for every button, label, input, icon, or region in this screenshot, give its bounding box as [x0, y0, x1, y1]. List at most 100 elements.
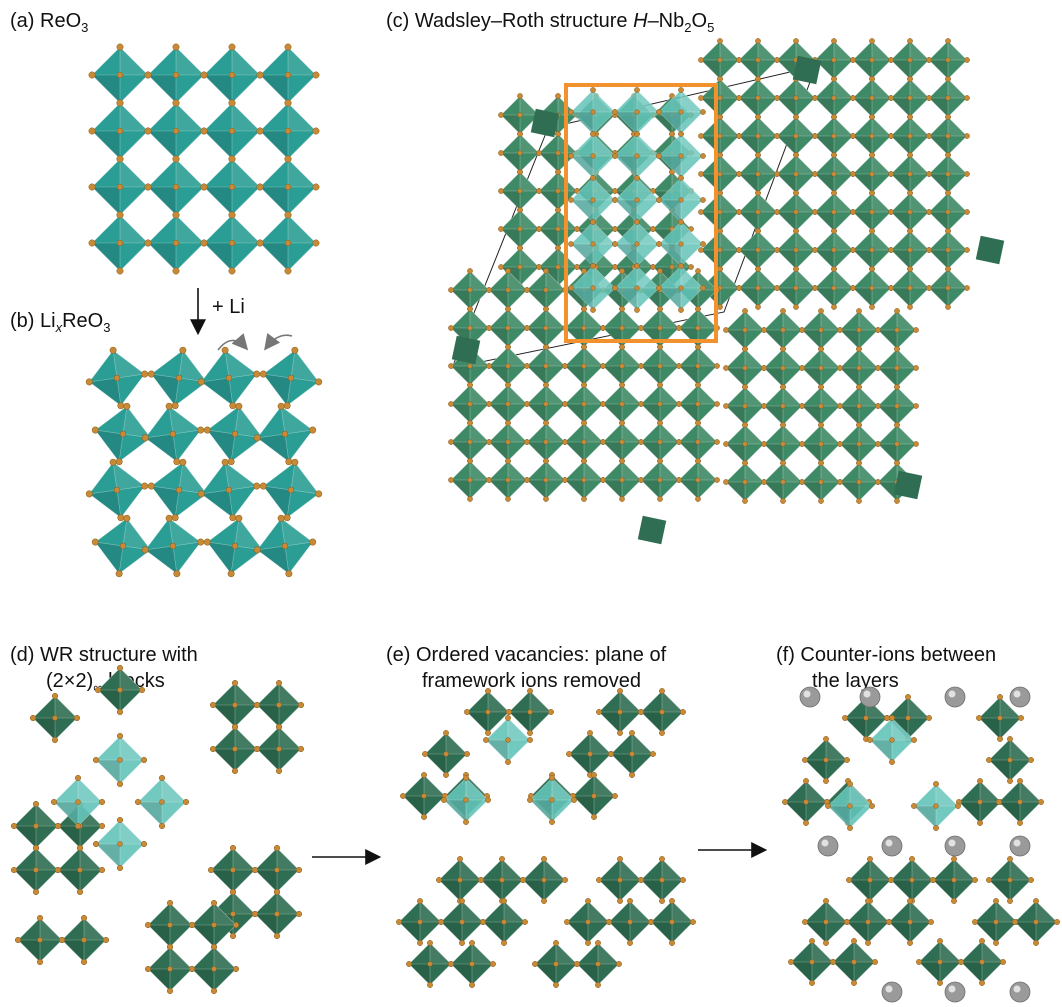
oxygen-atom [165, 514, 173, 522]
octahedron [144, 211, 208, 275]
oxygen-atom [907, 209, 913, 215]
octahedron [830, 938, 878, 986]
oxygen-atom [117, 687, 123, 693]
oxygen-atom [590, 153, 596, 159]
octahedron [570, 772, 618, 820]
oxygen-atom [617, 877, 623, 883]
oxygen-atom [780, 365, 786, 371]
octahedron [676, 344, 720, 388]
octahedron [524, 268, 568, 312]
oxygen-atom [256, 183, 264, 191]
oxygen-atom [1028, 877, 1034, 883]
oxygen-atom [210, 943, 218, 951]
oxygen-atom [140, 756, 148, 764]
oxygen-atom [889, 737, 895, 743]
oxygen-atom [498, 112, 504, 118]
oxygen-atom [736, 133, 742, 139]
oxygen-atom [94, 686, 102, 694]
octahedron [498, 93, 542, 137]
oxygen-atom [568, 109, 574, 115]
oxygen-atom [549, 819, 555, 825]
oxygen-atom [276, 746, 282, 752]
oxygen-atom [532, 961, 538, 967]
oxygen-atom [555, 169, 561, 175]
octahedron [788, 938, 836, 986]
oxygen-atom [228, 43, 236, 51]
oxygen-atom [467, 382, 473, 388]
oxygen-atom [549, 775, 555, 781]
oxygen-atom [590, 131, 596, 137]
oxygen-atom [116, 664, 124, 672]
octahedron [656, 219, 706, 269]
oxygen-atom [869, 133, 875, 139]
oxygen-atom [669, 264, 675, 270]
octahedron [736, 38, 780, 82]
oxygen-atom [951, 898, 957, 904]
oxygen-atom [926, 95, 932, 101]
oxygen-atom [501, 919, 507, 925]
octahedron [802, 898, 850, 946]
oxygen-atom [634, 307, 640, 313]
oxygen-atom [742, 308, 748, 314]
oxygen-atom [574, 961, 580, 967]
octahedron [656, 131, 706, 181]
octahedron [736, 190, 780, 234]
oxygen-atom [524, 439, 530, 445]
octahedron [438, 898, 486, 946]
oxygen-atom [818, 365, 824, 371]
oxygen-atom [865, 940, 871, 946]
oxygen-atom [228, 99, 236, 107]
oxygen-atom [742, 441, 748, 447]
octahedron [888, 76, 932, 120]
oxygen-atom [837, 441, 843, 447]
oxygen-atom [698, 57, 704, 63]
oxygen-atom [831, 266, 837, 272]
oxygen-atom [913, 327, 919, 333]
oxygen-atom [591, 772, 597, 778]
octahedron [91, 514, 155, 578]
octahedron [532, 940, 580, 988]
oxygen-atom [818, 346, 824, 352]
oxygen-atom [505, 287, 511, 293]
oxygen-atom [591, 793, 597, 799]
oxygen-atom [581, 306, 587, 312]
octahedron [562, 382, 606, 426]
oxygen-atom [517, 226, 523, 232]
octahedron [996, 778, 1044, 826]
octahedron [259, 458, 323, 522]
oxygen-atom [275, 679, 283, 687]
oxygen-atom [581, 439, 587, 445]
oxygen-atom [562, 363, 568, 369]
octahedron [568, 263, 618, 313]
oxygen-atom [688, 264, 694, 270]
oxygen-atom [315, 490, 323, 498]
oxygen-atom [723, 327, 729, 333]
oxygen-atom [627, 940, 633, 946]
octahedron [926, 38, 970, 82]
oxygen-atom [695, 268, 701, 274]
oxygen-atom [457, 856, 463, 862]
oxygen-atom [251, 866, 259, 874]
oxygen-atom [200, 71, 208, 79]
octahedron [524, 420, 568, 464]
oxygen-atom [80, 958, 88, 966]
oxygen-atom [459, 919, 465, 925]
oxygen-atom [259, 482, 267, 490]
oxygen-atom [253, 434, 261, 442]
octahedron [207, 844, 259, 896]
oxygen-atom [517, 112, 523, 118]
oxygen-atom [486, 325, 492, 331]
octahedron [850, 76, 894, 120]
oxygen-atom [165, 402, 173, 410]
oxygen-atom [911, 803, 917, 809]
oxygen-atom [485, 797, 491, 803]
oxygen-atom [736, 57, 742, 63]
oxygen-atom [167, 966, 173, 972]
oxygen-atom [799, 441, 805, 447]
oxygen-atom [159, 799, 165, 805]
octahedron [612, 175, 662, 225]
oxygen-atom [85, 378, 93, 386]
octahedron [574, 940, 622, 988]
oxygen-atom [77, 867, 83, 873]
octahedron [94, 664, 146, 716]
